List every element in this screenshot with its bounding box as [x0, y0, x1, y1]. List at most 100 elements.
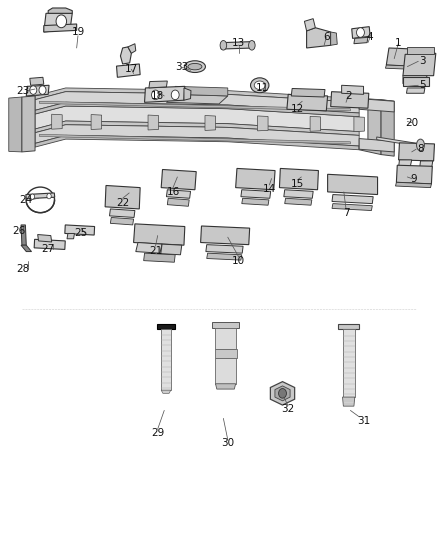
Polygon shape [258, 116, 268, 131]
Text: 27: 27 [42, 244, 55, 254]
Polygon shape [359, 99, 381, 155]
Polygon shape [270, 382, 295, 405]
Polygon shape [406, 88, 425, 93]
Polygon shape [242, 198, 269, 205]
Polygon shape [352, 27, 370, 38]
Text: 13: 13 [232, 38, 245, 47]
Polygon shape [343, 397, 355, 406]
Text: 17: 17 [125, 64, 138, 74]
Polygon shape [35, 106, 359, 132]
Polygon shape [105, 185, 140, 209]
Text: 7: 7 [343, 208, 350, 218]
Polygon shape [161, 244, 182, 255]
Polygon shape [215, 358, 236, 384]
Ellipse shape [254, 81, 265, 90]
Polygon shape [91, 115, 102, 130]
Polygon shape [35, 135, 359, 150]
Polygon shape [385, 65, 412, 69]
Ellipse shape [220, 41, 227, 50]
Polygon shape [35, 121, 359, 135]
Polygon shape [39, 101, 350, 111]
Text: 5: 5 [419, 80, 426, 90]
Polygon shape [331, 32, 337, 45]
Polygon shape [35, 125, 359, 146]
Polygon shape [35, 102, 359, 117]
Polygon shape [65, 225, 95, 235]
Polygon shape [30, 77, 44, 85]
Polygon shape [136, 243, 162, 253]
Text: 25: 25 [74, 229, 88, 238]
Ellipse shape [184, 61, 205, 72]
Polygon shape [332, 195, 373, 204]
Text: 11: 11 [256, 83, 269, 93]
Text: 1: 1 [395, 38, 402, 47]
Text: 4: 4 [367, 33, 374, 42]
Polygon shape [128, 44, 136, 53]
Polygon shape [215, 384, 236, 389]
Polygon shape [48, 8, 72, 13]
Polygon shape [21, 245, 32, 252]
Polygon shape [359, 99, 394, 101]
Circle shape [152, 90, 159, 100]
Polygon shape [381, 100, 394, 156]
Polygon shape [403, 76, 427, 84]
Polygon shape [149, 81, 167, 88]
Polygon shape [304, 19, 315, 31]
Polygon shape [328, 174, 378, 195]
Polygon shape [396, 165, 432, 184]
Polygon shape [291, 88, 325, 97]
Polygon shape [284, 190, 313, 198]
Circle shape [30, 194, 35, 199]
Polygon shape [144, 253, 175, 262]
Polygon shape [26, 193, 55, 199]
Polygon shape [215, 328, 236, 349]
Text: 30: 30 [221, 439, 234, 448]
Polygon shape [377, 137, 420, 147]
Polygon shape [236, 168, 275, 190]
Ellipse shape [188, 63, 202, 70]
Polygon shape [206, 245, 243, 253]
Polygon shape [205, 116, 215, 131]
Text: 32: 32 [281, 405, 294, 414]
Polygon shape [310, 116, 321, 131]
Polygon shape [307, 28, 331, 48]
Polygon shape [166, 190, 191, 198]
Text: 28: 28 [17, 264, 30, 274]
Polygon shape [145, 86, 185, 102]
Polygon shape [34, 239, 65, 249]
Polygon shape [221, 42, 254, 49]
Ellipse shape [249, 41, 255, 50]
Polygon shape [148, 115, 159, 130]
Circle shape [39, 86, 46, 94]
Text: 3: 3 [419, 56, 426, 66]
Polygon shape [175, 86, 228, 96]
Polygon shape [399, 143, 434, 161]
Text: 10: 10 [232, 256, 245, 266]
Polygon shape [110, 209, 135, 217]
Polygon shape [161, 329, 171, 390]
Circle shape [47, 193, 51, 199]
Text: 12: 12 [291, 104, 304, 114]
Text: 23: 23 [17, 86, 30, 95]
Polygon shape [22, 96, 35, 152]
Text: 22: 22 [116, 198, 129, 207]
Polygon shape [332, 204, 372, 211]
Text: 8: 8 [417, 144, 424, 154]
Text: 29: 29 [151, 428, 164, 438]
Text: 2: 2 [345, 91, 352, 101]
Polygon shape [167, 198, 189, 206]
Circle shape [171, 90, 179, 100]
Polygon shape [35, 92, 359, 113]
Polygon shape [35, 88, 359, 102]
Polygon shape [166, 94, 228, 104]
Text: 24: 24 [19, 195, 32, 205]
Polygon shape [38, 235, 52, 242]
Polygon shape [44, 24, 77, 32]
Polygon shape [338, 324, 359, 329]
Polygon shape [241, 190, 271, 198]
Polygon shape [407, 47, 434, 54]
Polygon shape [342, 85, 364, 94]
Text: 6: 6 [323, 33, 330, 42]
Text: 26: 26 [12, 226, 25, 236]
Polygon shape [412, 49, 421, 66]
